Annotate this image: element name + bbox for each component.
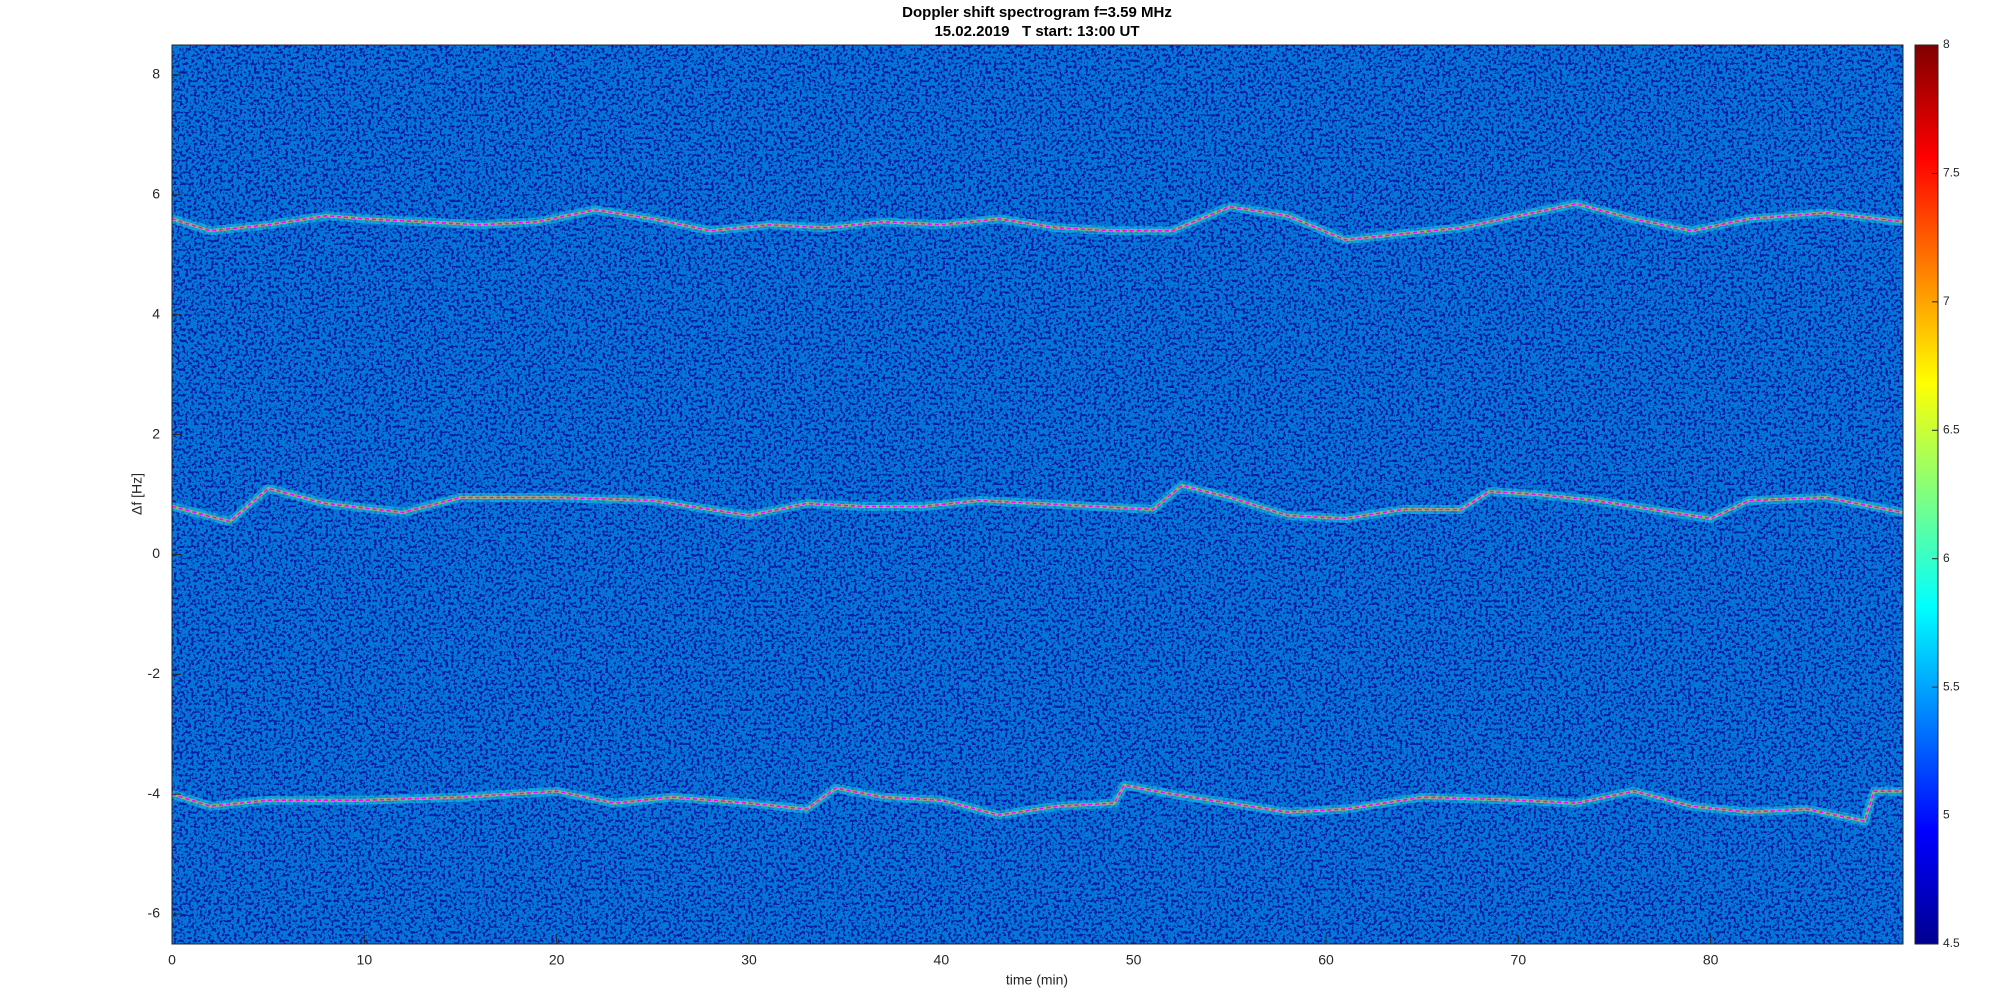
- y-tick-label: 2: [152, 425, 160, 441]
- axes-box: [171, 44, 1904, 945]
- y-tick-label: 4: [152, 305, 160, 321]
- chart-subtitle: 15.02.2019 T start: 13:00 UT: [934, 23, 1139, 40]
- colorbar-tick-label: 7: [1943, 294, 1950, 308]
- y-tick-label: -6: [148, 905, 161, 921]
- y-tick-label: -2: [148, 665, 161, 681]
- trace-line: [172, 784, 1903, 823]
- plot-area: [172, 199, 1903, 826]
- x-tick-label: 30: [741, 952, 757, 968]
- colorbar: [1914, 44, 1939, 945]
- y-tick-label: 8: [152, 66, 160, 82]
- chart-title: Doppler shift spectrogram f=3.59 MHz: [902, 4, 1172, 21]
- x-tick-label: 60: [1318, 952, 1334, 968]
- x-tick-label: 40: [934, 952, 950, 968]
- x-tick-label: 10: [357, 952, 373, 968]
- trace-line: [172, 484, 1903, 523]
- x-tick-label: 80: [1703, 952, 1719, 968]
- x-tick-label: 50: [1126, 952, 1142, 968]
- y-axis-label: Δf [Hz]: [129, 473, 145, 515]
- colorbar-tick-label: 8: [1943, 37, 1950, 51]
- y-tick-label: -4: [148, 785, 161, 801]
- x-tick-label: 70: [1511, 952, 1527, 968]
- trace-line: [172, 202, 1903, 241]
- colorbar-tick-label: 5: [1943, 808, 1950, 822]
- y-tick-label: 6: [152, 186, 160, 202]
- colorbar-tick-label: 4.5: [1943, 936, 1960, 950]
- x-tick-label: 20: [549, 952, 565, 968]
- colorbar-tick-label: 5.5: [1943, 679, 1960, 693]
- colorbar-tick-label: 7.5: [1943, 166, 1960, 180]
- colorbar-tick-label: 6.5: [1943, 422, 1960, 436]
- x-axis-label: time (min): [1006, 972, 1068, 988]
- y-tick-label: 0: [152, 545, 160, 561]
- x-tick-label: 0: [168, 952, 176, 968]
- colorbar-tick-label: 6: [1943, 551, 1950, 565]
